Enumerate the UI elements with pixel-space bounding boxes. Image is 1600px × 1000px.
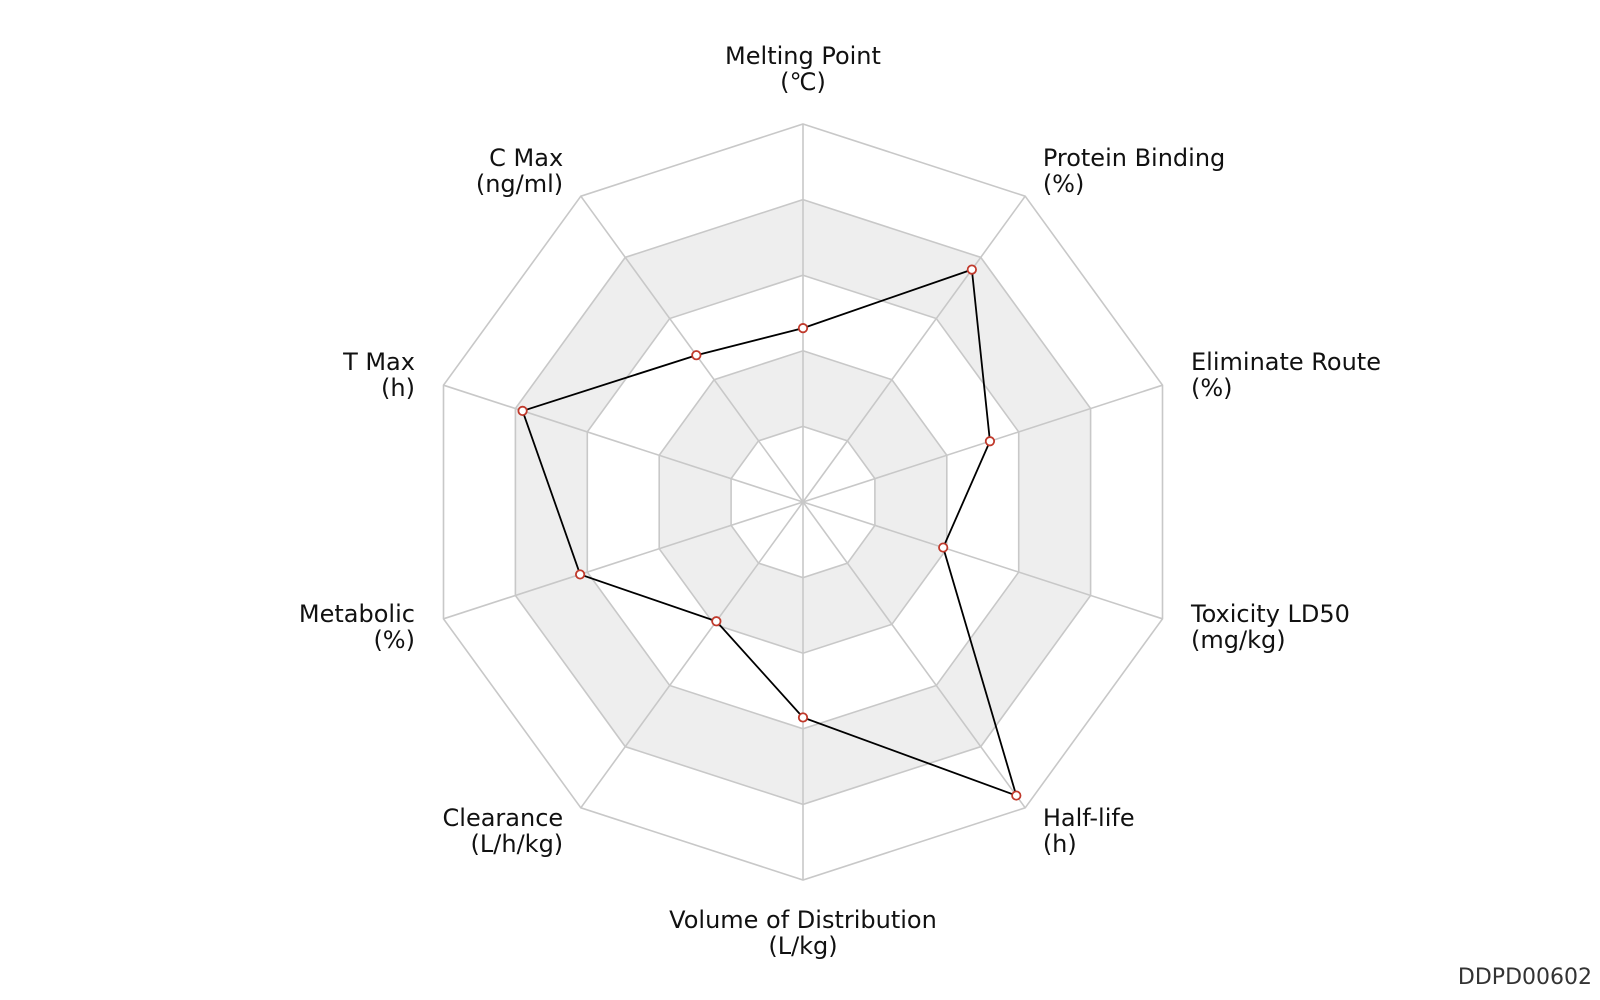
- axis-unit: (L/kg): [768, 932, 837, 960]
- axis-labels: Melting Point(℃)Protein Binding(%)Elimin…: [299, 42, 1381, 960]
- axis-unit: (ng/ml): [476, 170, 563, 198]
- axis-unit: (℃): [780, 68, 826, 96]
- axis-label-3: Eliminate Route(%): [1191, 348, 1381, 402]
- data-point-7: [711, 616, 722, 627]
- axis-label-5: Half-life(h): [1043, 804, 1135, 858]
- data-point-10: [691, 350, 702, 361]
- radar-spoke-4: [802, 501, 1163, 620]
- data-point-4: [938, 542, 949, 553]
- axis-label-7: Clearance(L/h/kg): [443, 804, 564, 858]
- axis-name: Protein Binding: [1043, 144, 1225, 172]
- radar-spoke-10: [580, 195, 804, 503]
- axis-unit: (L/h/kg): [471, 830, 564, 858]
- data-point-9: [517, 405, 528, 416]
- axis-name: T Max: [342, 348, 415, 376]
- axis-name: Melting Point: [725, 42, 881, 70]
- data-point-5: [1011, 790, 1022, 801]
- axis-label-4: Toxicity LD50(mg/kg): [1190, 600, 1350, 654]
- axis-name: Clearance: [443, 804, 564, 832]
- radar-spoke-9: [443, 384, 804, 503]
- axis-name: Half-life: [1043, 804, 1135, 832]
- data-point-8: [575, 569, 586, 580]
- chart-id-watermark: DDPD00602: [1457, 965, 1592, 990]
- axis-label-2: Protein Binding(%): [1043, 144, 1225, 198]
- radar-spoke-8: [443, 501, 804, 620]
- axis-unit: (h): [1043, 830, 1077, 858]
- axis-label-8: Metabolic(%): [299, 600, 415, 654]
- radar-bands: [515, 199, 1091, 805]
- axis-unit: (mg/kg): [1191, 626, 1286, 654]
- axis-unit: (%): [373, 626, 415, 654]
- radar-spokes: [443, 124, 1163, 880]
- data-point-6: [797, 712, 809, 723]
- radar-spoke-2: [802, 195, 1026, 503]
- radar-spoke-7: [580, 501, 804, 809]
- axis-name: Toxicity LD50: [1190, 600, 1350, 628]
- axis-label-9: T Max(h): [342, 348, 415, 402]
- radar-spoke-5: [802, 501, 1026, 809]
- axis-label-1: Melting Point(℃): [725, 42, 881, 96]
- axis-name: C Max: [489, 144, 563, 172]
- radar-spoke-3: [802, 384, 1163, 503]
- axis-name: Eliminate Route: [1191, 348, 1381, 376]
- data-point-3: [984, 436, 996, 447]
- radar-series: [517, 264, 1022, 801]
- axis-unit: (%): [1043, 170, 1085, 198]
- data-point-1: [797, 323, 809, 334]
- radar-band-2: [659, 350, 947, 654]
- axis-label-10: C Max(ng/ml): [476, 144, 563, 198]
- axis-label-6: Volume of Distribution(L/kg): [669, 906, 937, 960]
- axis-name: Metabolic: [299, 600, 415, 628]
- axis-unit: (%): [1191, 374, 1233, 402]
- axis-unit: (h): [381, 374, 415, 402]
- data-point-2: [966, 264, 977, 275]
- axis-name: Volume of Distribution: [669, 906, 937, 934]
